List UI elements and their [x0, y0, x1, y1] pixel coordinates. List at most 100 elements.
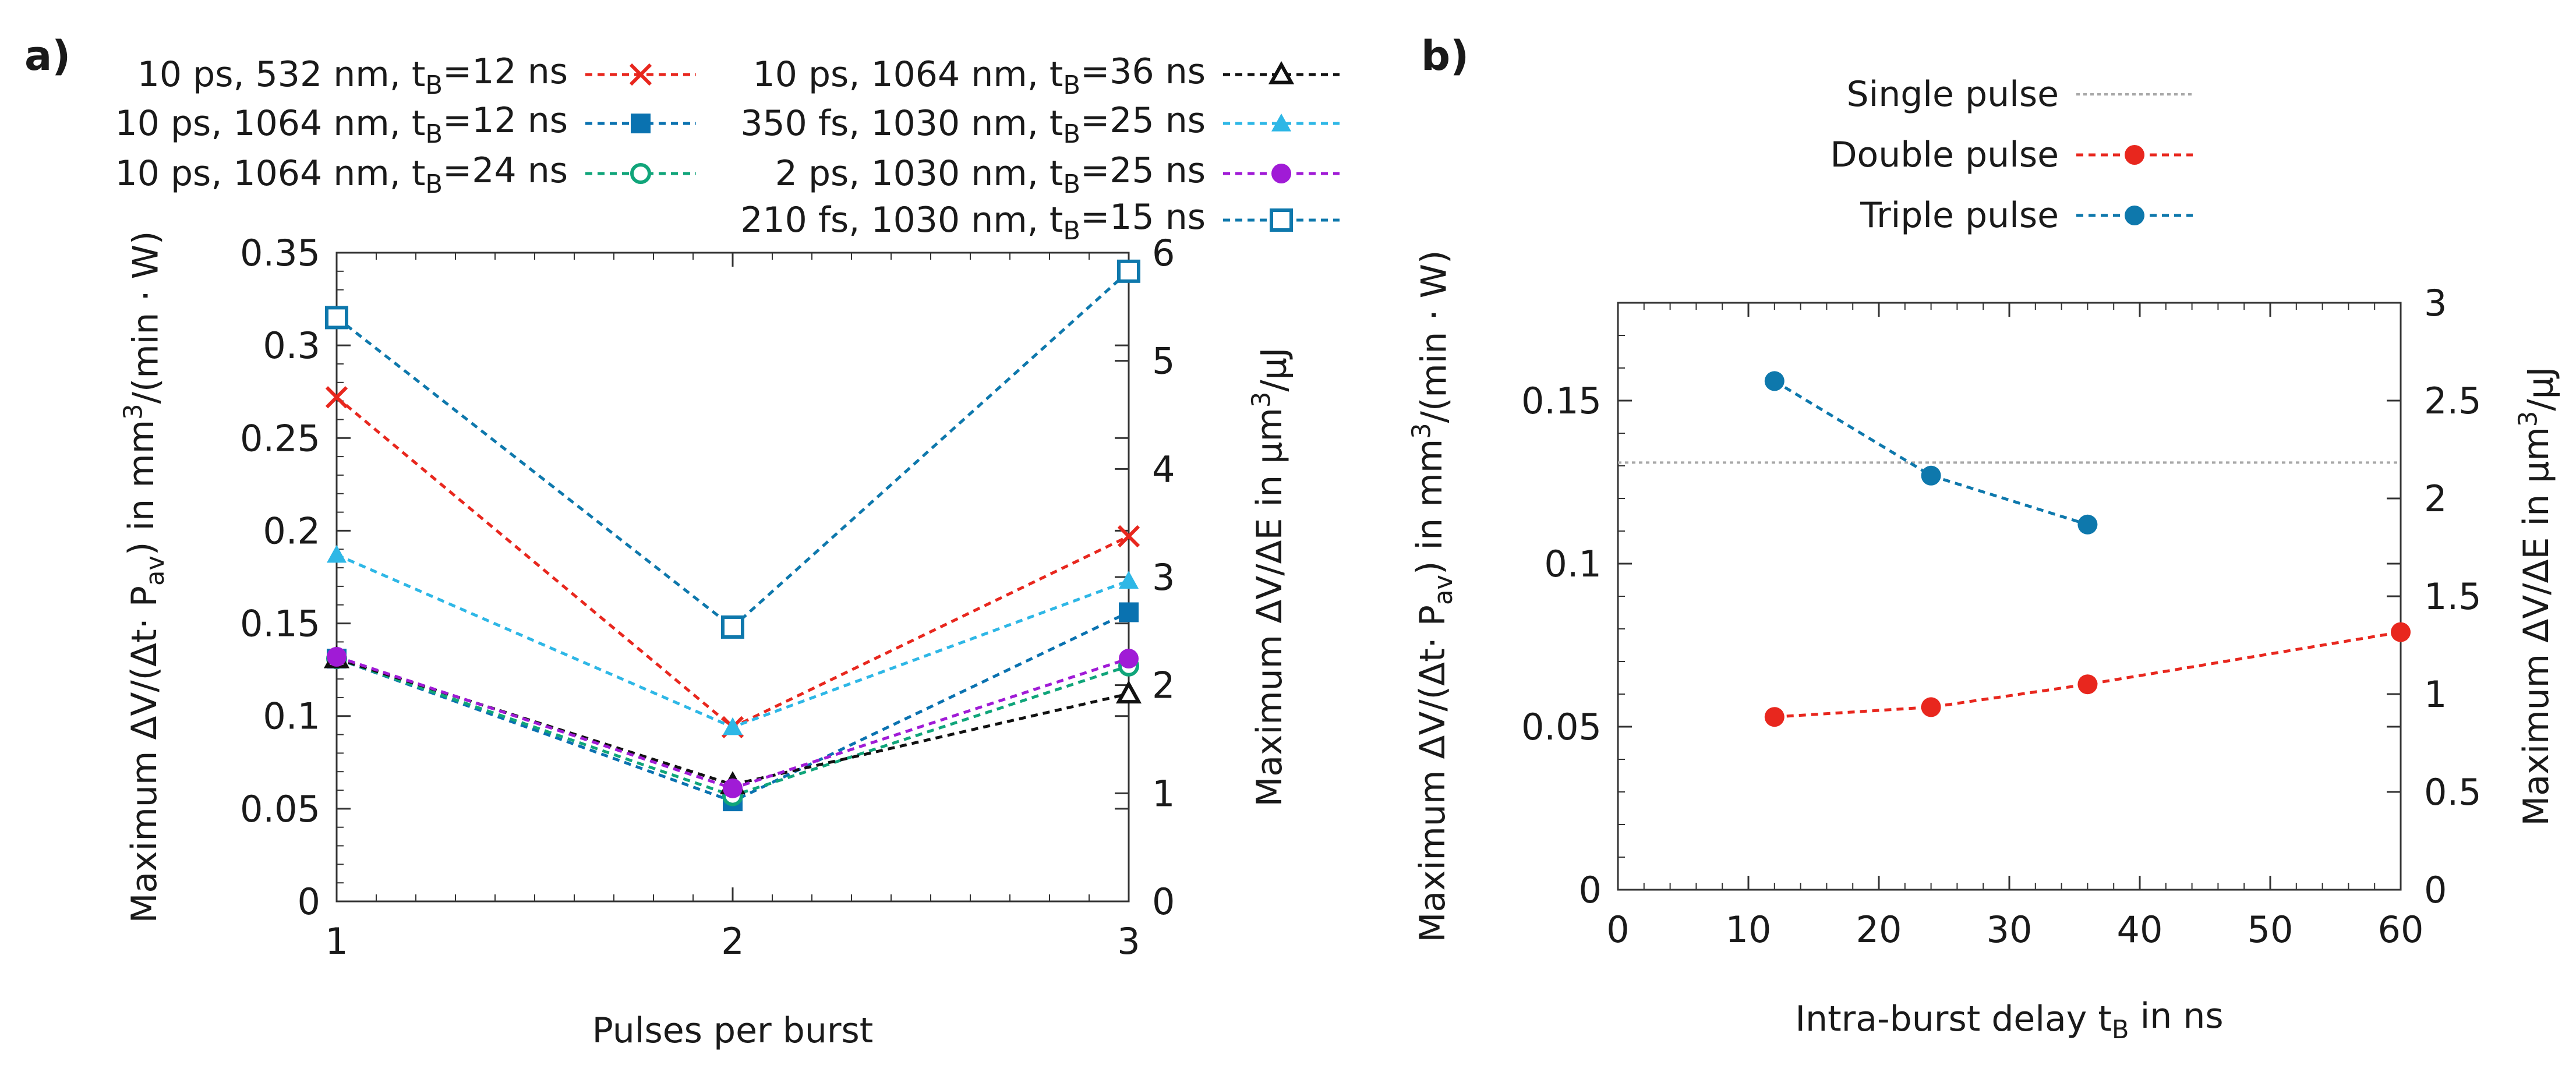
chart-b-point-triple-pulse	[1921, 465, 1941, 486]
chart-a-ytick-label: 0.05	[240, 788, 320, 830]
chart-a-xtick-label: 1	[325, 920, 348, 963]
chart-a-legend-marker	[1270, 208, 1293, 232]
chart-a-ytick-label: 0.15	[240, 603, 320, 645]
chart-b-y2tick-label: 0.5	[2424, 771, 2482, 813]
chart-a-point-2-ps-1030-nm-tb-25-ns	[723, 778, 743, 798]
chart-b-xtick-label: 50	[2248, 908, 2294, 951]
chart-b-legend-entry-single-pulse: Single pulse	[1847, 74, 2193, 115]
chart-a-series-2-ps-1030-nm-tb-25-ns	[327, 646, 1139, 798]
chart-b-ylabel: Maximum ΔV/(Δt· Pav​) in mm3​/(min · W)	[1408, 250, 1458, 943]
chart-a-line-10-ps-532-nm-tb-12-ns	[335, 396, 1130, 729]
chart-b-xtick-label: 40	[2117, 908, 2163, 951]
chart-a-line-210-fs-1030-nm-tb-15-ns	[335, 270, 1130, 629]
chart-a-legend-label: 10 ps, 1064 nm, tB​=36 ns	[753, 51, 1206, 100]
chart-a-legend-entry-2-ps-1030-nm-tb-25-ns: 2 ps, 1030 nm, tB​=25 ns	[775, 150, 1340, 199]
chart-b-point-double-pulse	[2391, 622, 2411, 642]
chart-b-point-triple-pulse	[2077, 514, 2098, 535]
chart-b-legend-marker	[2125, 145, 2144, 165]
chart-a-xtick-label: 3	[1117, 920, 1140, 963]
chart-a-ylabel: Maximum ΔV/(Δt· Pav​) in mm3​/(min · W)	[119, 231, 170, 924]
chart-a-legend-entry-210-fs-1030-nm-tb-15-ns: 210 fs, 1030 nm, tB​=15 ns	[740, 197, 1340, 246]
chart-b-legend-label: Triple pulse	[1860, 195, 2059, 236]
chart-b-ytick-label: 0.15	[1521, 380, 1602, 422]
chart-b-y2tick-label: 2	[2424, 477, 2447, 520]
chart-b-ytick-label: 0.05	[1521, 706, 1602, 748]
chart-a-legend-label: 350 fs, 1030 nm, tB​=25 ns	[740, 100, 1206, 149]
chart-a-series-10-ps-532-nm-tb-12-ns	[325, 386, 1140, 738]
chart-a-ytick-label: 0.35	[240, 232, 320, 274]
chart-a-series-350-fs-1030-nm-tb-25-ns	[327, 544, 1139, 735]
chart-b-point-double-pulse	[1921, 697, 1941, 717]
chart-a-point-2-ps-1030-nm-tb-25-ns	[327, 646, 347, 667]
chart-a-point-210-fs-1030-nm-tb-15-ns	[1117, 259, 1140, 283]
chart-b-y2tick-label: 1	[2424, 673, 2447, 716]
chart-b-legend-label: Single pulse	[1847, 74, 2059, 115]
chart-a-legend-label: 10 ps, 532 nm, tB​=12 ns	[137, 51, 568, 100]
chart-b-y2tick-label: 3	[2424, 282, 2447, 324]
chart-b-ytick-label: 0.1	[1544, 543, 1602, 585]
chart-b-point-triple-pulse	[1764, 371, 1785, 391]
chart-a-legend-label: 210 fs, 1030 nm, tB​=15 ns	[740, 197, 1206, 246]
chart-a-ytick-label: 0.3	[263, 324, 320, 367]
chart-a-y2label: Maximum ΔV/ΔE in µm3​/µJ	[1248, 347, 1295, 806]
chart-a-y2tick-label: 1	[1152, 772, 1175, 815]
chart-a-series-210-fs-1030-nm-tb-15-ns	[325, 259, 1140, 639]
chart-a-point-350-fs-1030-nm-tb-25-ns	[1119, 571, 1139, 589]
chart-a-point-2-ps-1030-nm-tb-25-ns	[1119, 649, 1139, 669]
chart-b-point-double-pulse	[2077, 674, 2098, 695]
chart-a-y2tick-label: 3	[1152, 556, 1175, 599]
chart-b-y2tick-label: 2.5	[2424, 380, 2482, 422]
chart-a-point-350-fs-1030-nm-tb-25-ns	[723, 717, 743, 735]
chart-a-xlabel: Pulses per burst	[592, 1010, 874, 1051]
chart-a-point-210-fs-1030-nm-tb-15-ns	[721, 615, 744, 639]
chart-a-y2tick-label: 5	[1152, 340, 1175, 383]
chart-a-legend-entry-350-fs-1030-nm-tb-25-ns: 350 fs, 1030 nm, tB​=25 ns	[740, 100, 1340, 149]
chart-a-ytick-label: 0.1	[263, 695, 320, 738]
chart-b-xtick-label: 0	[1606, 908, 1629, 951]
chart-a-legend-marker	[629, 63, 652, 86]
chart-a-legend-entry-10-ps-1064-nm-tb-12-ns: 10 ps, 1064 nm, tB​=12 ns	[115, 100, 696, 149]
chart-a-ytick-label: 0.25	[240, 417, 320, 459]
chart-b-xlabel: Intra-burst delay tB​ in ns	[1795, 996, 2223, 1045]
chart-a-legend-marker	[1271, 164, 1291, 183]
chart-a-y2tick-label: 2	[1152, 664, 1175, 707]
chart-a-y2tick-label: 6	[1152, 232, 1175, 274]
chart-a-legend-label: 2 ps, 1030 nm, tB​=25 ns	[775, 150, 1206, 199]
chart-a-legend-label: 10 ps, 1064 nm, tB​=12 ns	[115, 100, 568, 149]
chart-b-plot-frame	[1617, 302, 2402, 891]
chart-a-point-10-ps-1064-nm-tb-36-ns	[1115, 680, 1142, 704]
chart-b-xtick-label: 20	[1856, 908, 1902, 951]
chart-b-xtick-label: 30	[1987, 908, 2033, 951]
chart-a-point-10-ps-532-nm-tb-12-ns	[325, 386, 348, 409]
chart-a-xtick-label: 2	[721, 920, 744, 963]
chart-a-legend-label: 10 ps, 1064 nm, tB​=24 ns	[115, 150, 568, 199]
chart-b-legend-entry-triple-pulse: Triple pulse	[1860, 195, 2193, 236]
chart-b-xtick-label: 10	[1726, 908, 1772, 951]
panel-label-a: a)	[24, 32, 70, 80]
chart-a-point-10-ps-532-nm-tb-12-ns	[1117, 525, 1140, 548]
chart-a-legend-marker	[630, 163, 651, 184]
chart-a-y2tick-label: 0	[1152, 880, 1175, 923]
chart-a-legend-marker	[1271, 114, 1291, 132]
chart-a-ytick-label: 0.2	[263, 510, 320, 552]
chart-b-ytick-label: 0	[1579, 869, 1602, 911]
chart-b-series-triple-pulse	[1764, 371, 2098, 535]
chart-b-line-double-pulse	[1774, 631, 2401, 719]
chart-a-y2tick-label: 4	[1152, 448, 1175, 490]
chart-b-legend-marker	[2125, 206, 2144, 225]
chart-b-xtick-label: 60	[2378, 908, 2424, 951]
chart-b-y2tick-label: 1.5	[2424, 575, 2482, 618]
chart-a-point-210-fs-1030-nm-tb-15-ns	[325, 306, 348, 330]
chart-a-legend-marker	[1268, 61, 1295, 84]
panel-label-b: b)	[1421, 32, 1469, 80]
chart-b-line-triple-pulse	[1773, 380, 2089, 526]
chart-a-legend-entry-10-ps-1064-nm-tb-24-ns: 10 ps, 1064 nm, tB​=24 ns	[115, 150, 696, 199]
chart-a-point-350-fs-1030-nm-tb-25-ns	[327, 544, 347, 563]
chart-b-legend-label: Double pulse	[1830, 135, 2059, 175]
chart-a-point-10-ps-1064-nm-tb-12-ns	[1119, 602, 1139, 622]
chart-b-point-double-pulse	[1764, 707, 1785, 727]
chart-b-y2tick-label: 0	[2424, 869, 2447, 911]
